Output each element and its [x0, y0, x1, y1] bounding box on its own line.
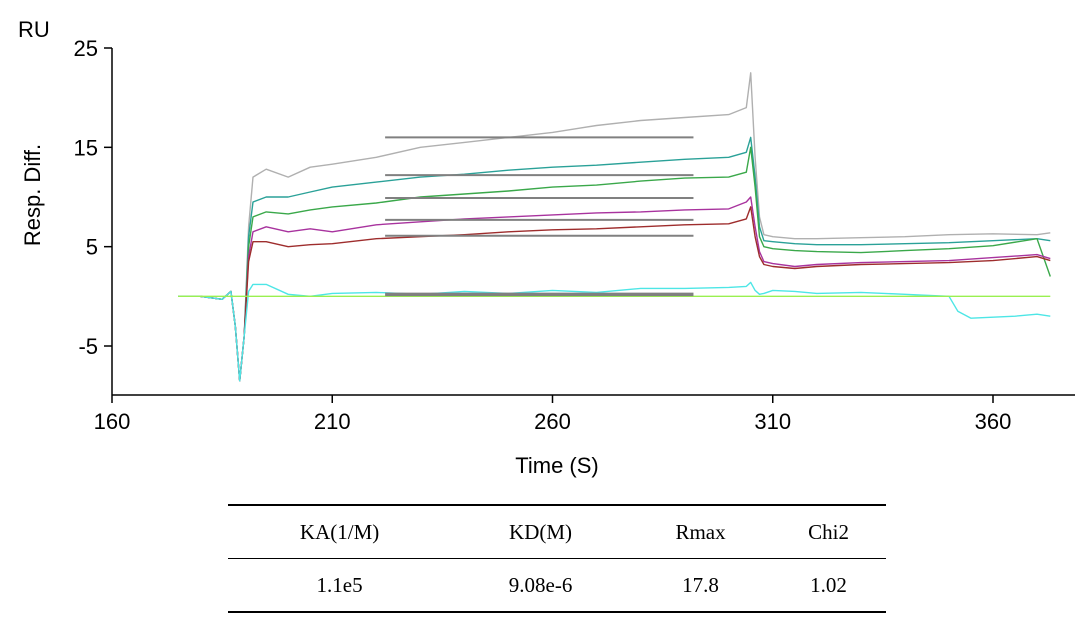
cell-ka-value: 1.1e5: [316, 572, 363, 597]
series-line-2: [178, 136, 1051, 382]
series-line-1: [178, 72, 1051, 382]
cell-kd-value: 9.08e-6: [508, 572, 573, 597]
y-tick-label: 5: [86, 235, 98, 260]
x-tick-label: 360: [975, 409, 1012, 434]
column-header-ka: KA(1/M): [228, 505, 452, 559]
series-line-6: [178, 281, 1051, 382]
x-tick-label: 160: [94, 409, 131, 434]
series-line-4: [178, 196, 1051, 382]
series-line-3: [178, 146, 1051, 382]
y-axis-label: Resp. Diff.: [20, 144, 45, 246]
x-tick-label: 260: [534, 409, 571, 434]
x-axis-label: Time (S): [515, 453, 599, 478]
sensorgram-chart: RU Resp. Diff. Time (S) 25 15 5 -5 160 210 260…: [18, 17, 1075, 478]
y-unit-label: RU: [18, 17, 50, 42]
y-tick-label: 25: [74, 36, 98, 61]
y-tick-label: -5: [78, 334, 98, 359]
column-header-chi2: Chi2: [771, 505, 886, 559]
y-tick-label: 15: [74, 135, 98, 160]
cell-chi2-value: 1.02: [810, 572, 847, 597]
column-header-kd: KD(M): [451, 505, 630, 559]
column-header-rmax: Rmax: [629, 505, 772, 559]
cell-rmax-value: 17.8: [682, 572, 719, 597]
kinetics-table: KA(1/M) KD(M) Rmax Chi2 1.1e5 9.08e-6 17…: [228, 504, 886, 613]
x-tick-label: 210: [314, 409, 351, 434]
x-tick-label: 310: [754, 409, 791, 434]
table-header-row: KA(1/M) KD(M) Rmax Chi2: [228, 505, 886, 559]
table-row: 1.1e5 9.08e-6 17.8 1.02: [228, 559, 886, 613]
